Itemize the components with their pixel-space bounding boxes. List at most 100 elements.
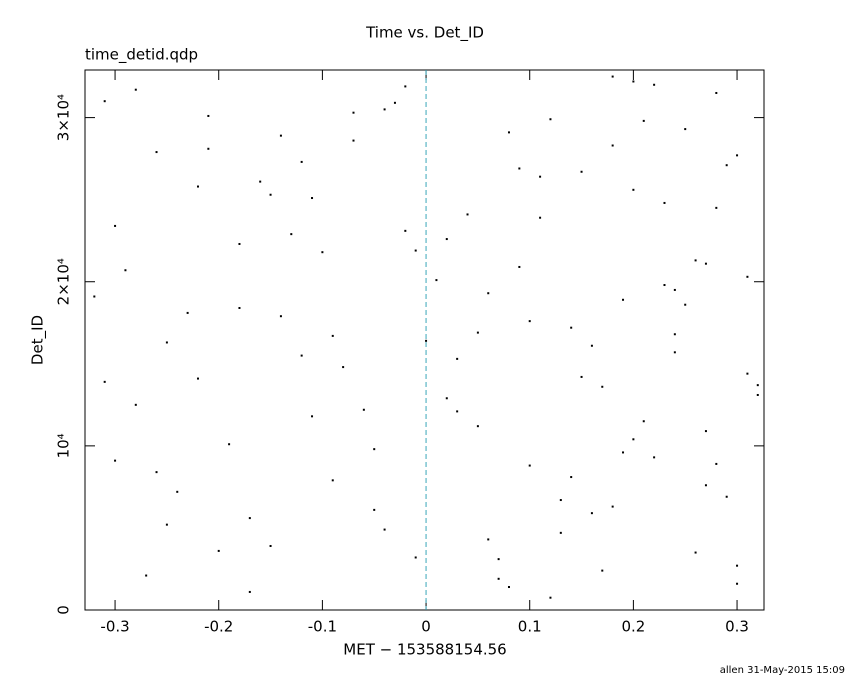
data-point: [238, 306, 241, 309]
data-point: [404, 229, 407, 232]
data-point: [487, 292, 490, 295]
data-point: [601, 385, 604, 388]
data-point: [632, 438, 635, 441]
data-point: [165, 523, 168, 526]
data-point: [456, 410, 459, 413]
data-point: [611, 75, 614, 78]
data-point: [653, 456, 656, 459]
data-point: [590, 512, 593, 515]
data-point: [145, 574, 148, 577]
data-point: [404, 85, 407, 88]
data-point: [736, 582, 739, 585]
data-point: [528, 464, 531, 467]
data-point: [155, 471, 158, 474]
data-point: [217, 549, 220, 552]
data-point: [736, 154, 739, 157]
data-point: [611, 505, 614, 508]
data-point: [103, 380, 106, 383]
y-tick-label: 2×10⁴: [55, 258, 73, 305]
data-point: [580, 375, 583, 378]
data-point: [238, 242, 241, 245]
data-point: [228, 443, 231, 446]
data-point: [445, 238, 448, 241]
x-tick-label: 0.1: [518, 618, 542, 636]
data-point: [373, 448, 376, 451]
data-point: [445, 397, 448, 400]
chart-subtitle: time_detid.qdp: [85, 46, 198, 65]
data-point: [601, 569, 604, 572]
data-point: [570, 476, 573, 479]
data-point: [207, 147, 210, 150]
data-point: [622, 298, 625, 301]
data-point: [507, 131, 510, 134]
data-point: [248, 517, 251, 520]
data-point: [684, 128, 687, 131]
data-point: [663, 201, 666, 204]
data-point: [487, 538, 490, 541]
data-point: [352, 111, 355, 114]
chart-title: Time vs. Det_ID: [365, 24, 484, 43]
data-point: [663, 284, 666, 287]
data-point: [425, 339, 428, 342]
data-point: [642, 420, 645, 423]
y-tick-label: 10⁴: [55, 433, 73, 458]
data-point: [528, 320, 531, 323]
data-point: [694, 259, 697, 262]
y-tick-label: 0: [55, 605, 73, 615]
data-point: [290, 233, 293, 236]
data-point: [590, 344, 593, 347]
data-point: [248, 590, 251, 593]
data-point: [518, 167, 521, 170]
data-point: [518, 265, 521, 268]
data-point: [549, 118, 552, 121]
data-point: [673, 333, 676, 336]
data-point: [93, 295, 96, 298]
y-axis-label: Det_ID: [29, 315, 48, 365]
data-point: [114, 459, 117, 462]
data-point: [497, 577, 500, 580]
data-point: [393, 101, 396, 104]
data-point: [103, 100, 106, 103]
data-point: [715, 462, 718, 465]
data-point: [352, 139, 355, 142]
x-axis-label: MET − 153588154.56: [343, 641, 506, 659]
data-point: [632, 80, 635, 83]
data-point: [673, 351, 676, 354]
data-point: [414, 556, 417, 559]
data-point: [114, 224, 117, 227]
data-point: [736, 564, 739, 567]
data-point: [673, 288, 676, 291]
data-point: [186, 311, 189, 314]
y-tick-label: 3×10⁴: [55, 94, 73, 141]
x-tick-label: -0.1: [308, 618, 337, 636]
data-point: [435, 279, 438, 282]
data-point: [611, 144, 614, 147]
data-point: [559, 499, 562, 502]
x-tick-label: 0.3: [725, 618, 749, 636]
data-point: [362, 408, 365, 411]
data-point: [704, 262, 707, 265]
data-point: [373, 508, 376, 511]
data-point: [756, 384, 759, 387]
data-point: [476, 425, 479, 428]
data-point: [456, 357, 459, 360]
data-point: [300, 160, 303, 163]
x-tick-label: 0: [421, 618, 431, 636]
data-point: [279, 134, 282, 137]
data-point: [342, 366, 345, 369]
data-point: [383, 108, 386, 111]
data-point: [746, 275, 749, 278]
data-point: [279, 315, 282, 318]
data-point: [704, 430, 707, 433]
data-point: [383, 528, 386, 531]
data-point: [207, 114, 210, 117]
data-point: [196, 185, 199, 188]
data-point: [715, 91, 718, 94]
data-point: [653, 83, 656, 86]
data-point: [580, 170, 583, 173]
data-point: [570, 326, 573, 329]
data-point: [756, 393, 759, 396]
data-point: [134, 88, 137, 91]
data-point: [331, 479, 334, 482]
